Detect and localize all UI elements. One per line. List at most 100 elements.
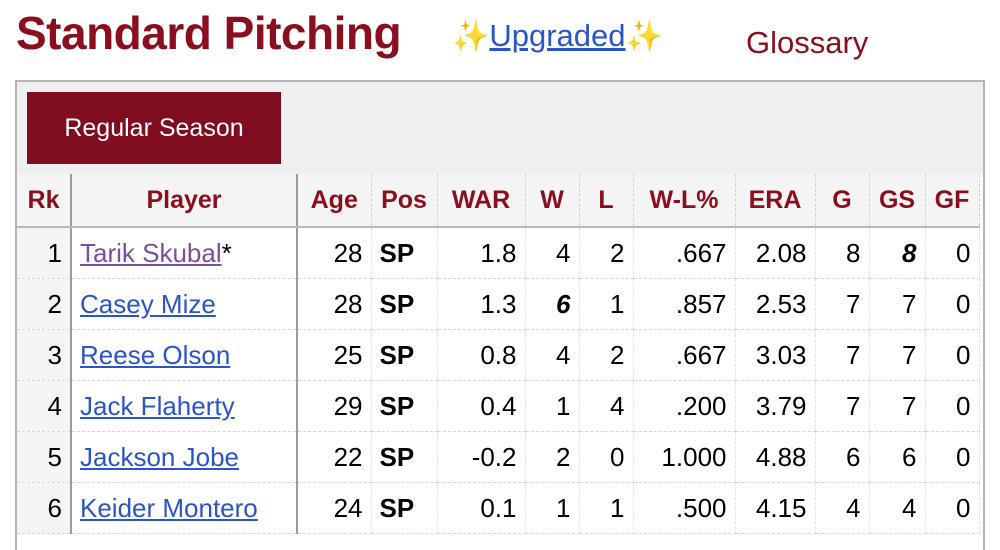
col-header-g[interactable]: G — [815, 174, 870, 228]
l-cell: 1 — [579, 278, 634, 330]
stats-table-container[interactable]: Rk Player Age Pos WAR W L W-L% ERA G GS … — [17, 174, 983, 550]
gf-cell: 0 — [925, 482, 980, 534]
era-cell: 3.79 — [735, 380, 816, 432]
pos-cell: SP — [371, 329, 438, 381]
g-cell: 8 — [815, 227, 870, 279]
player-marker: * — [221, 237, 232, 268]
gf-cell: 0 — [925, 227, 980, 279]
age-cell: 28 — [297, 227, 372, 279]
player-cell: Casey Mize — [71, 278, 298, 330]
player-link[interactable]: Tarik Skubal — [80, 237, 222, 268]
stats-panel: Regular Season Rk Player Age Pos WAR W L… — [15, 80, 985, 550]
player-link[interactable]: Jackson Jobe — [80, 441, 239, 472]
war-cell: 0.1 — [437, 482, 526, 534]
wl-pct-cell: .500 — [633, 482, 736, 534]
era-cell: 2.53 — [735, 278, 816, 330]
player-link[interactable]: Casey Mize — [80, 288, 216, 319]
l-cell: 2 — [579, 227, 634, 279]
w-cell: 2 — [525, 431, 580, 483]
era-cell: 2.08 — [735, 227, 816, 279]
table-row: 6 Keider Montero 24 SP 0.1 1 1 .500 4.15… — [17, 482, 980, 534]
player-cell: Jackson Jobe — [71, 431, 298, 483]
war-cell: -0.2 — [437, 431, 526, 483]
col-header-gs[interactable]: GS — [869, 174, 926, 228]
age-cell: 25 — [297, 329, 372, 381]
rank-cell: 2 — [17, 278, 72, 330]
gs-cell: 7 — [869, 278, 926, 330]
w-cell: 1 — [525, 482, 580, 534]
gs-cell: 7 — [869, 329, 926, 381]
g-cell: 7 — [815, 380, 870, 432]
upgraded-link[interactable]: Upgraded — [489, 18, 626, 53]
player-link[interactable]: Reese Olson — [80, 339, 231, 370]
col-header-w[interactable]: W — [525, 174, 580, 228]
table-row: 2 Casey Mize 28 SP 1.3 6 1 .857 2.53 7 7… — [17, 278, 980, 330]
page-header: Standard Pitching ✨Upgraded✨ Glossary — [0, 0, 1000, 80]
rank-cell: 5 — [17, 431, 72, 483]
era-cell: 4.88 — [735, 431, 816, 483]
table-row: 5 Jackson Jobe 22 SP -0.2 2 0 1.000 4.88… — [17, 431, 980, 483]
gs-cell: 7 — [869, 380, 926, 432]
standard-pitching-table: Rk Player Age Pos WAR W L W-L% ERA G GS … — [17, 174, 980, 534]
col-header-l[interactable]: L — [579, 174, 634, 228]
col-header-age[interactable]: Age — [297, 174, 372, 228]
w-cell: 1 — [525, 380, 580, 432]
wl-pct-cell: .667 — [633, 227, 736, 279]
player-cell: Jack Flaherty — [71, 380, 298, 432]
age-cell: 28 — [297, 278, 372, 330]
gf-cell: 0 — [925, 329, 980, 381]
era-cell: 3.03 — [735, 329, 816, 381]
gf-cell: 0 — [925, 380, 980, 432]
era-cell: 4.15 — [735, 482, 816, 534]
tab-regular-season[interactable]: Regular Season — [27, 92, 281, 164]
l-cell: 4 — [579, 380, 634, 432]
g-cell: 4 — [815, 482, 870, 534]
gf-cell: 0 — [925, 431, 980, 483]
col-header-gf[interactable]: GF — [925, 174, 980, 228]
age-cell: 24 — [297, 482, 372, 534]
col-header-era[interactable]: ERA — [735, 174, 816, 228]
rank-cell: 4 — [17, 380, 72, 432]
player-link[interactable]: Jack Flaherty — [80, 390, 235, 421]
age-cell: 29 — [297, 380, 372, 432]
col-header-wl-pct[interactable]: W-L% — [633, 174, 736, 228]
col-header-rk[interactable]: Rk — [17, 174, 72, 228]
upgraded-wrap: ✨Upgraded✨ — [452, 18, 663, 54]
wl-pct-cell: 1.000 — [633, 431, 736, 483]
pos-cell: SP — [371, 227, 438, 279]
gs-cell: 8 — [869, 227, 926, 279]
pos-cell: SP — [371, 482, 438, 534]
l-cell: 0 — [579, 431, 634, 483]
g-cell: 6 — [815, 431, 870, 483]
rank-cell: 3 — [17, 329, 72, 381]
pos-cell: SP — [371, 431, 438, 483]
gf-cell: 0 — [925, 278, 980, 330]
table-row: 3 Reese Olson 25 SP 0.8 4 2 .667 3.03 7 … — [17, 329, 980, 381]
player-cell: Tarik Skubal* — [71, 227, 298, 279]
l-cell: 1 — [579, 482, 634, 534]
pos-cell: SP — [371, 380, 438, 432]
age-cell: 22 — [297, 431, 372, 483]
table-row: 4 Jack Flaherty 29 SP 0.4 1 4 .200 3.79 … — [17, 380, 980, 432]
col-header-pos[interactable]: Pos — [371, 174, 438, 228]
table-header-row: Rk Player Age Pos WAR W L W-L% ERA G GS … — [17, 174, 980, 228]
gs-cell: 4 — [869, 482, 926, 534]
w-cell: 4 — [525, 329, 580, 381]
l-cell: 2 — [579, 329, 634, 381]
war-cell: 0.8 — [437, 329, 526, 381]
player-link[interactable]: Keider Montero — [80, 492, 258, 523]
table-row: 1 Tarik Skubal* 28 SP 1.8 4 2 .667 2.08 … — [17, 227, 980, 279]
col-header-player[interactable]: Player — [71, 174, 298, 228]
sparkle-icon: ✨ — [625, 20, 663, 53]
glossary-link[interactable]: Glossary — [746, 25, 869, 60]
pos-cell: SP — [371, 278, 438, 330]
wl-pct-cell: .200 — [633, 380, 736, 432]
rank-cell: 6 — [17, 482, 72, 534]
rank-cell: 1 — [17, 227, 72, 279]
wl-pct-cell: .857 — [633, 278, 736, 330]
w-cell: 6 — [525, 278, 580, 330]
g-cell: 7 — [815, 278, 870, 330]
war-cell: 1.3 — [437, 278, 526, 330]
col-header-war[interactable]: WAR — [437, 174, 526, 228]
g-cell: 7 — [815, 329, 870, 381]
